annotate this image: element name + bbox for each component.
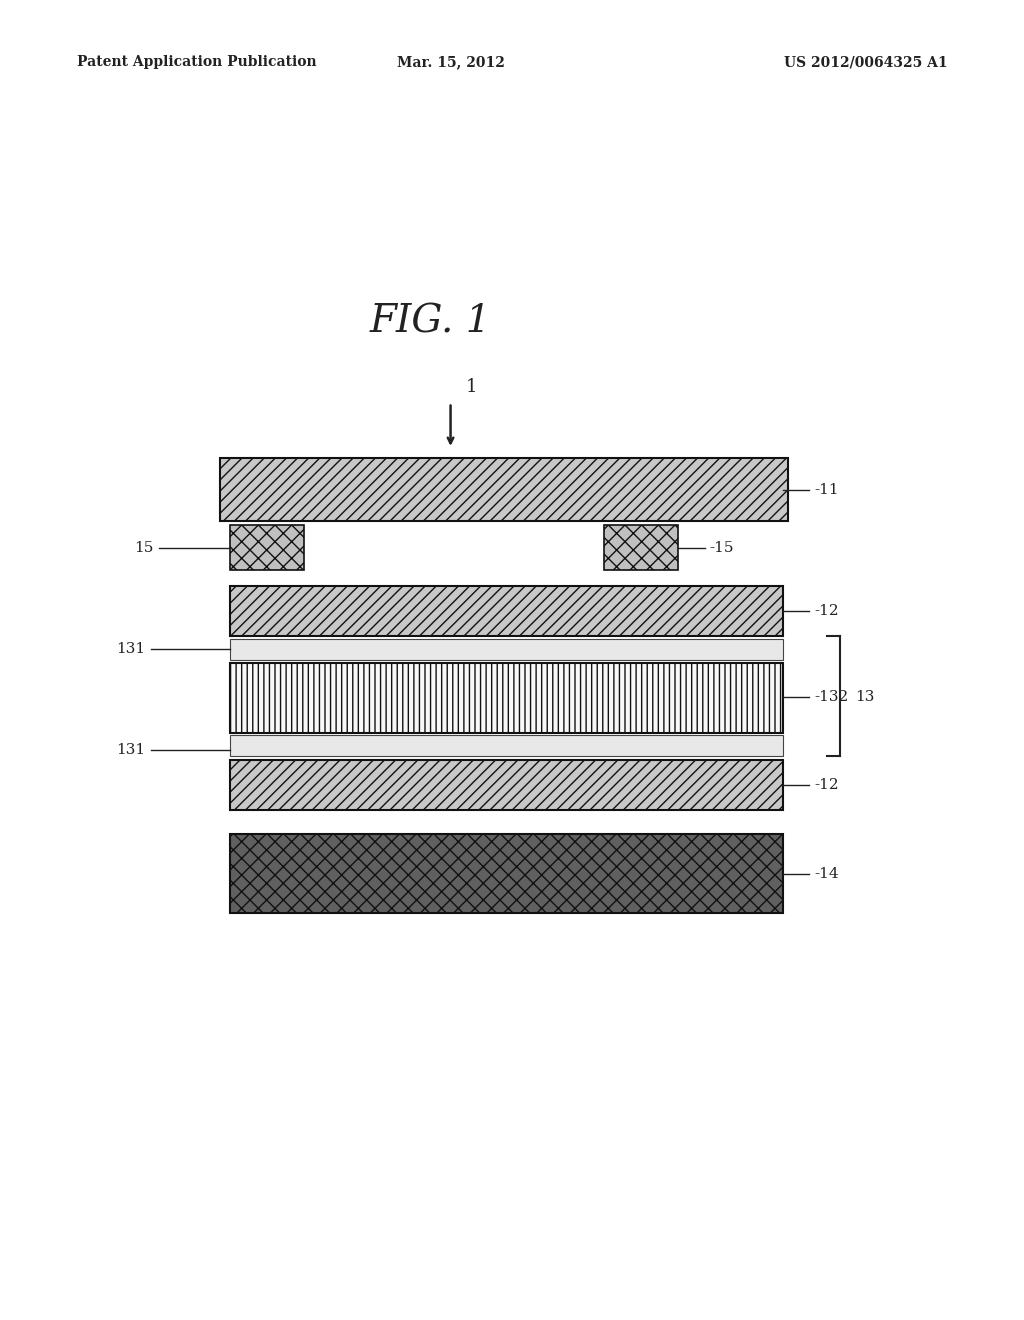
Text: -12: -12 — [814, 605, 839, 618]
Text: FIG. 1: FIG. 1 — [370, 304, 490, 341]
Text: Mar. 15, 2012: Mar. 15, 2012 — [396, 55, 505, 70]
Text: -15: -15 — [710, 541, 734, 554]
Bar — [230, 760, 783, 810]
Text: -132: -132 — [814, 690, 848, 704]
Text: US 2012/0064325 A1: US 2012/0064325 A1 — [783, 55, 947, 70]
Bar — [230, 735, 783, 756]
Text: -14: -14 — [814, 867, 839, 880]
Text: 131: 131 — [117, 643, 145, 656]
Text: -12: -12 — [814, 779, 839, 792]
Text: 13: 13 — [855, 690, 874, 704]
Bar — [230, 834, 783, 913]
Text: 1: 1 — [466, 378, 477, 396]
Text: Patent Application Publication: Patent Application Publication — [77, 55, 316, 70]
Bar — [220, 458, 788, 521]
Bar — [604, 525, 678, 570]
Text: 131: 131 — [117, 743, 145, 756]
Bar — [230, 586, 783, 636]
Bar — [230, 639, 783, 660]
Text: 15: 15 — [134, 541, 154, 554]
Text: -11: -11 — [814, 483, 839, 496]
Bar — [230, 525, 304, 570]
Bar — [230, 663, 783, 733]
